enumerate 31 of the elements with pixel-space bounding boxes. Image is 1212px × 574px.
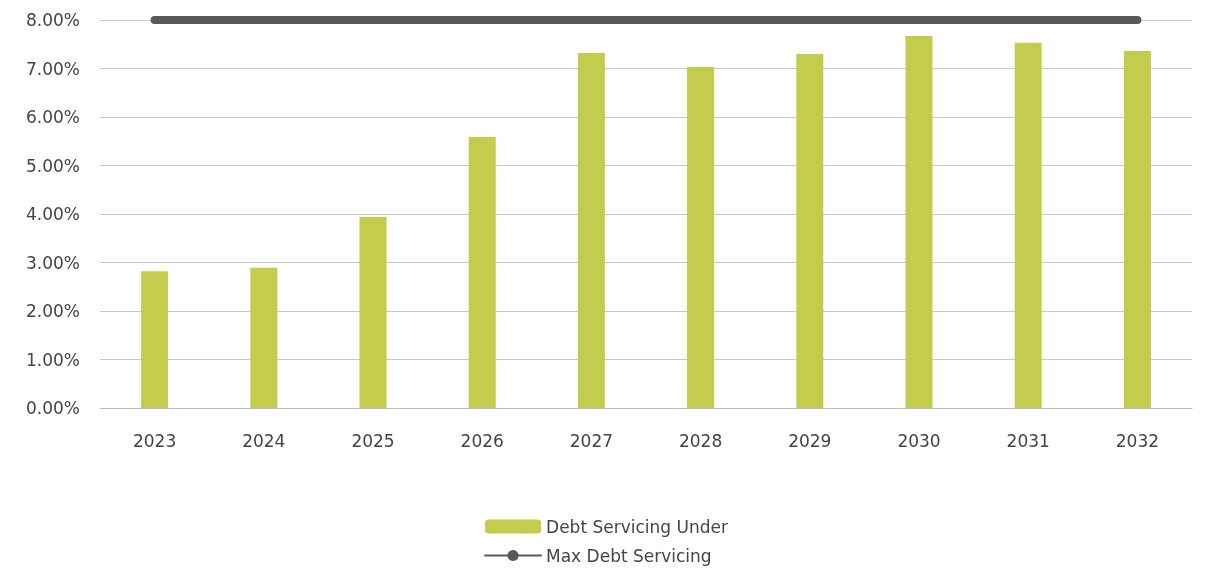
x-tick-label: 2024: [242, 430, 286, 451]
y-tick-label: 0.00%: [25, 398, 80, 418]
bar: [359, 216, 387, 408]
y-tick-label: 5.00%: [25, 155, 80, 176]
x-tick-label: 2025: [351, 430, 395, 451]
bar: [577, 52, 605, 408]
y-tick-label: 8.00%: [25, 10, 80, 30]
x-tick-label: 2030: [897, 430, 941, 451]
y-tick-label: 4.00%: [25, 204, 80, 224]
bar: [796, 53, 824, 408]
y-tick-label: 1.00%: [25, 349, 80, 370]
x-tick-label: 2023: [132, 430, 177, 451]
legend-label: Debt Servicing Under: [546, 516, 728, 537]
x-tick-label: 2032: [1115, 430, 1160, 451]
x-tick-label: 2026: [460, 430, 504, 451]
bar: [687, 67, 715, 408]
y-tick-label: 3.00%: [25, 252, 80, 273]
bar: [905, 36, 933, 408]
legend-label: Max Debt Servicing: [546, 545, 712, 566]
y-tick-label: 6.00%: [25, 107, 80, 127]
x-tick-label: 2031: [1006, 430, 1050, 451]
bar: [250, 267, 278, 408]
x-tick-label: 2027: [569, 430, 614, 451]
bar: [468, 136, 496, 408]
y-tick-label: 2.00%: [25, 301, 80, 321]
bar: [1123, 51, 1151, 408]
x-tick-label: 2029: [788, 430, 832, 451]
bar: [141, 271, 169, 408]
bar: [1014, 42, 1042, 408]
x-tick-label: 2028: [678, 430, 723, 451]
y-tick-label: 7.00%: [25, 58, 80, 79]
